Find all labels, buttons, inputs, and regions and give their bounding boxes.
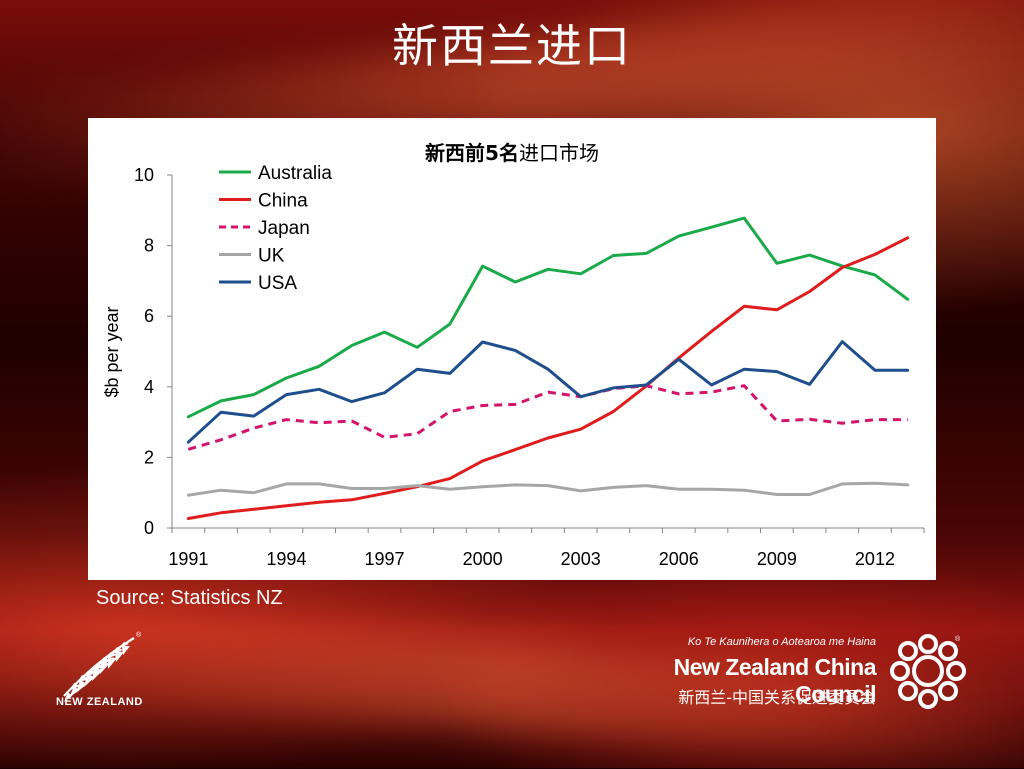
chart-title-part-1: 新西前	[425, 141, 485, 165]
slide-title: 新西兰进口	[392, 19, 632, 73]
y-axis-label: $b per year	[102, 306, 122, 397]
chart-panel: 新西前5名进口市场 $b per year 0 2 4 6 8 10 1991 1994 199…	[88, 118, 936, 580]
series-line-uk	[186, 481, 910, 497]
y-tick-label: 6	[144, 306, 154, 326]
silver-fern-icon	[63, 637, 135, 702]
y-tick-label: 8	[144, 236, 154, 256]
x-tick-label: 2006	[659, 549, 699, 569]
registered-mark-nz: ®	[136, 632, 142, 639]
x-tick-label: 1994	[266, 549, 306, 569]
council-maori-name: Ko Te Kaunihera o Aotearoa me Haina	[687, 636, 876, 648]
chart-title-part-4: 进口市场	[519, 141, 599, 165]
x-tick-label: 2000	[463, 549, 503, 569]
legend-label-uk: UK	[258, 246, 285, 267]
series-line-japan	[187, 384, 908, 451]
y-tick-label: 4	[144, 377, 154, 397]
series-line-usa	[186, 340, 910, 444]
chart-title-part-2: 5	[485, 141, 499, 165]
x-tick-label: 2009	[757, 549, 797, 569]
chart-title: 新西前5名进口市场	[425, 141, 599, 165]
legend-label-usa: USA	[258, 273, 297, 294]
line-chart: 新西前5名进口市场 $b per year 0 2 4 6 8 10 1991 1994 199…	[102, 141, 925, 569]
source-note: Source: Statistics NZ	[96, 587, 283, 609]
series-line-australia	[186, 216, 910, 419]
legend-label-japan: Japan	[258, 218, 310, 239]
y-tick-label: 0	[144, 518, 154, 538]
chart-title-part-3: 名	[499, 141, 519, 165]
new-zealand-wordmark: NEW ZEALAND	[56, 696, 143, 708]
council-chinese-name: 新西兰-中国关系促进委员会	[678, 688, 876, 707]
x-tick-label: 2012	[855, 549, 895, 569]
x-tick-label: 1991	[168, 549, 208, 569]
council-emblem-icon	[890, 634, 966, 709]
registered-mark-council: ®	[955, 636, 961, 643]
x-tick-label: 1997	[364, 549, 404, 569]
legend-label-china: China	[258, 191, 308, 212]
y-tick-label: 10	[134, 165, 154, 185]
series-line-china	[186, 236, 910, 520]
legend-label-australia: Australia	[258, 163, 332, 184]
y-tick-label: 2	[144, 447, 154, 467]
council-name: New Zealand China Council	[673, 654, 877, 707]
x-tick-label: 2003	[561, 549, 601, 569]
